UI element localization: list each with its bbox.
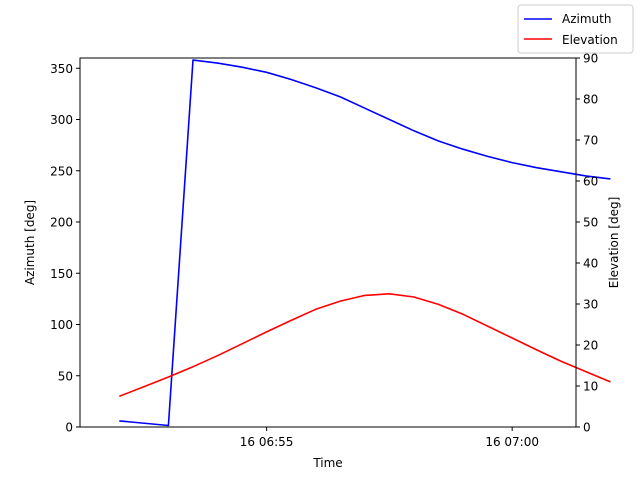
y-right-tick-label: 60 [583,175,598,189]
y-axis-right-ticks: 0 10 20 30 40 50 60 70 80 90 [576,52,598,435]
y-right-tick-label: 90 [583,52,598,66]
x-tick-label: 16 06:55 [240,435,294,449]
y-right-tick-label: 30 [583,298,598,312]
y-right-tick-label: 0 [583,421,591,435]
y-right-tick-label: 20 [583,339,598,353]
x-tick-label: 16 07:00 [485,435,539,449]
y-axis-right-label: Elevation [deg] [607,197,621,289]
y-right-tick-label: 50 [583,216,598,230]
legend-label-azimuth: Azimuth [562,12,611,26]
y-left-tick-label: 300 [50,113,73,127]
x-axis-ticks: 16 06:55 16 07:00 [240,427,539,449]
series-line-azimuth [119,59,611,427]
plot-frame [79,57,577,428]
y-right-tick-label: 40 [583,257,598,271]
legend-box [517,4,634,54]
y-right-tick-label: 80 [583,93,598,107]
y-left-tick-label: 250 [50,164,73,178]
y-right-tick-label: 10 [583,380,598,394]
series-line-elevation [119,292,611,398]
y-left-tick-label: 50 [58,369,73,383]
series-layer [119,59,611,427]
y-left-tick-label: 100 [50,318,73,332]
y-axis-left-ticks: 0 50 100 150 200 250 300 350 [50,62,80,435]
y-left-tick-label: 0 [65,421,73,435]
y-left-tick-label: 200 [50,216,73,230]
x-axis-label: Time [312,456,342,470]
y-right-tick-label: 70 [583,134,598,148]
y-left-tick-label: 150 [50,267,73,281]
legend-label-elevation: Elevation [562,33,618,47]
y-left-tick-label: 350 [50,62,73,76]
legend: Azimuth Elevation [517,4,634,54]
y-axis-left-label: Azimuth [deg] [23,200,37,285]
